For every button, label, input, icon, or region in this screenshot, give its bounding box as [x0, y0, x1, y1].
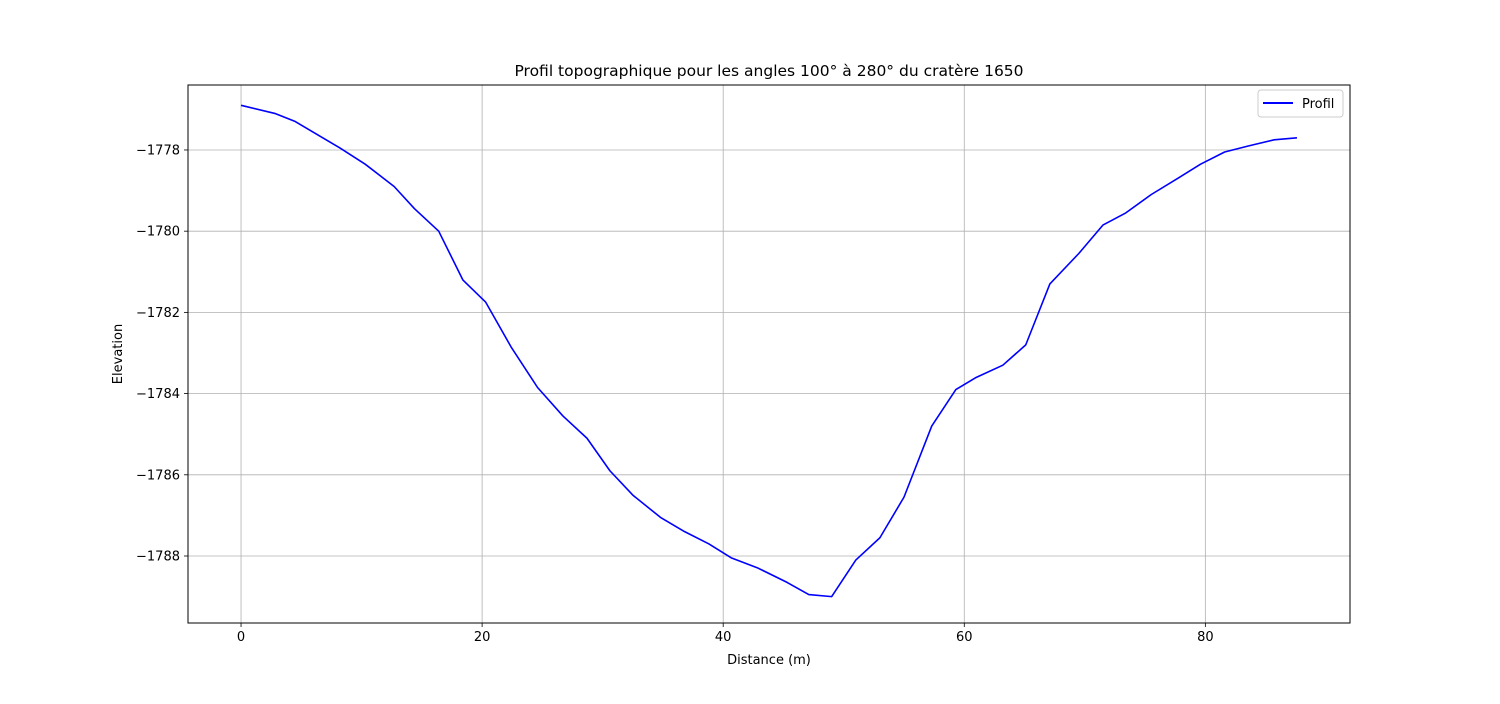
y-tick-label: −1788: [136, 550, 180, 565]
y-tick-label: −1780: [136, 225, 180, 240]
x-tick-label: 60: [956, 630, 973, 645]
x-tick-label: 80: [1197, 630, 1214, 645]
y-tick-label: −1784: [136, 387, 180, 402]
x-tick-label: 40: [715, 630, 732, 645]
x-axis-label: Distance (m): [727, 653, 811, 668]
legend: Profil: [1258, 90, 1343, 117]
y-tick-label: −1778: [136, 143, 180, 158]
y-tick-label: −1786: [136, 468, 180, 483]
chart-title: Profil topographique pour les angles 100…: [514, 62, 1023, 80]
x-tick-label: 20: [474, 630, 491, 645]
x-tick-label: 0: [237, 630, 245, 645]
y-axis-label: Elevation: [111, 324, 126, 384]
y-tick-label: −1782: [136, 306, 180, 321]
legend-label: Profil: [1302, 97, 1334, 112]
